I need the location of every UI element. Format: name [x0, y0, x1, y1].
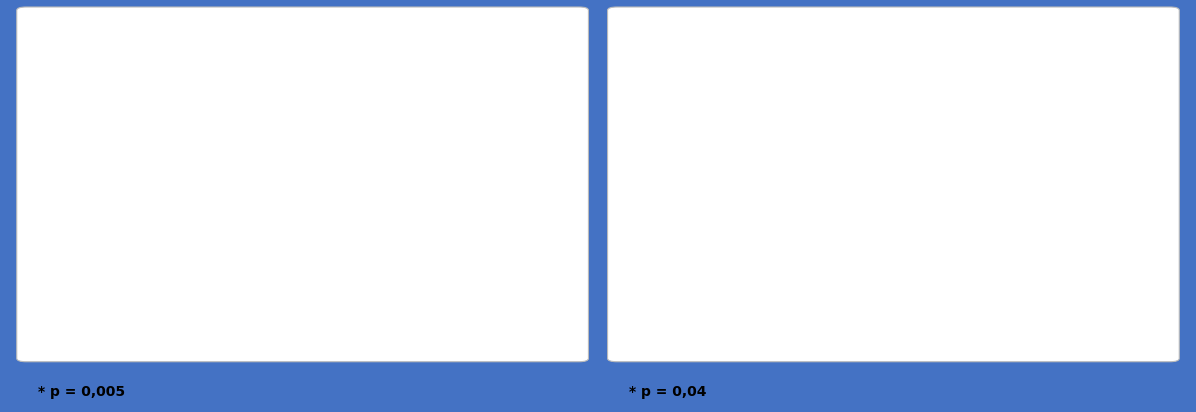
Text: 4,26: 4,26 [1078, 242, 1106, 255]
Text: 4,22: 4,22 [803, 243, 832, 256]
Text: 21,36: 21,36 [115, 224, 153, 237]
Text: 23,36: 23,36 [207, 215, 244, 228]
Title: Bicarbonatémie (mmol/L): Bicarbonatémie (mmol/L) [203, 13, 431, 28]
Text: * p = 0,04: * p = 0,04 [629, 384, 707, 398]
Bar [975, 164, 1026, 330]
Text: 4,28: 4,28 [895, 242, 923, 255]
Bar [1067, 168, 1117, 330]
Text: 26,14: 26,14 [481, 202, 519, 215]
Text: *: * [313, 46, 321, 61]
Bar [475, 87, 525, 330]
Text: * p = 0,005: * p = 0,005 [38, 384, 126, 398]
Bar [292, 103, 342, 330]
Text: 4,35: 4,35 [986, 240, 1015, 253]
Text: 24,40: 24,40 [298, 210, 336, 223]
Text: 5,10: 5,10 [712, 226, 740, 239]
Bar [109, 131, 159, 330]
Title: Evolution de la kaliémie (mmol/L): Evolution de la kaliémie (mmol/L) [757, 13, 1061, 28]
Bar [200, 113, 251, 330]
Text: *: * [1088, 135, 1096, 150]
Bar [383, 88, 433, 330]
Bar [792, 169, 843, 330]
Text: 26,10: 26,10 [390, 202, 427, 215]
Bar [701, 136, 751, 330]
Bar [884, 167, 934, 330]
